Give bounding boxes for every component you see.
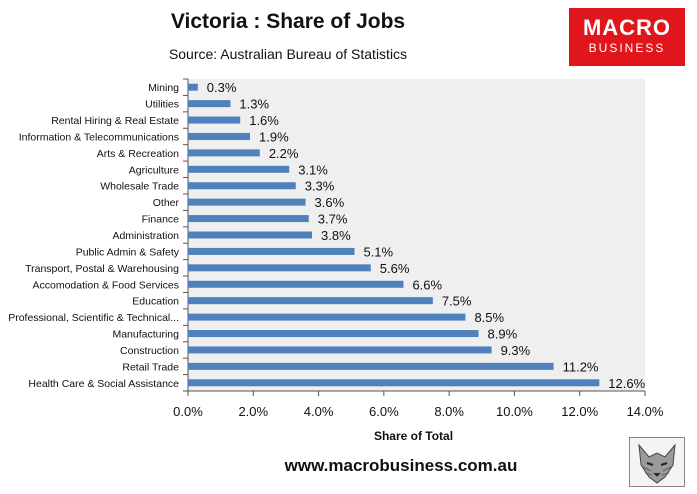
category-label: Transport, Postal & Warehousing — [25, 263, 179, 275]
data-label: 11.2% — [563, 359, 599, 374]
data-label: 9.3% — [501, 343, 531, 358]
bar — [188, 100, 231, 108]
website-footer: www.macrobusiness.com.au — [284, 456, 518, 475]
bar — [188, 247, 355, 255]
data-label: 3.3% — [305, 179, 335, 194]
bar — [188, 198, 306, 206]
bar — [188, 280, 404, 288]
data-label: 12.6% — [608, 376, 645, 391]
data-label: 3.6% — [315, 195, 345, 210]
bar — [188, 330, 479, 338]
data-label: 1.9% — [259, 129, 289, 144]
wolf-icon — [629, 437, 685, 487]
category-label: Administration — [112, 230, 179, 242]
category-label: Construction — [120, 345, 179, 357]
x-tick-label: 4.0% — [304, 404, 334, 419]
bar — [188, 231, 313, 239]
bar — [188, 313, 466, 321]
chart-title: Victoria : Share of Jobs — [170, 10, 406, 33]
bar — [188, 132, 251, 140]
data-label: 3.1% — [298, 162, 328, 177]
category-label: Mining — [148, 82, 179, 94]
bar — [188, 165, 290, 173]
bar — [188, 182, 296, 190]
data-label: 8.5% — [474, 310, 504, 325]
x-axis-title: Share of Total — [374, 429, 453, 443]
category-label: Accomodation & Food Services — [33, 279, 180, 291]
category-label: Arts & Recreation — [97, 148, 179, 160]
category-label: Other — [153, 197, 180, 209]
data-label: 6.6% — [412, 277, 442, 292]
bar — [188, 116, 241, 124]
macrobusiness-logo: MACRO BUSINESS — [569, 8, 685, 66]
bar — [188, 83, 198, 91]
category-label: Retail Trade — [122, 361, 179, 373]
data-label: 5.6% — [380, 261, 410, 276]
data-label: 1.6% — [249, 113, 279, 128]
bar — [188, 362, 554, 370]
data-label: 5.1% — [363, 244, 393, 259]
x-tick-label: 0.0% — [173, 404, 203, 419]
data-label: 1.3% — [239, 97, 269, 112]
logo-line-2: BUSINESS — [588, 41, 666, 55]
bar — [188, 379, 600, 387]
category-label: Finance — [142, 214, 180, 226]
data-label: 7.5% — [442, 294, 472, 309]
x-tick-label: 2.0% — [238, 404, 268, 419]
data-label: 8.9% — [488, 327, 518, 342]
bar — [188, 346, 492, 354]
x-tick-label: 6.0% — [369, 404, 399, 419]
category-label: Information & Telecommunications — [19, 131, 179, 143]
category-label: Professional, Scientific & Technical... — [8, 312, 179, 324]
x-tick-label: 8.0% — [434, 404, 464, 419]
data-label: 3.8% — [321, 228, 351, 243]
bar — [188, 215, 309, 223]
bar — [188, 297, 433, 305]
category-label: Public Admin & Safety — [76, 246, 180, 258]
x-tick-label: 14.0% — [627, 404, 664, 419]
logo-line-1: MACRO — [582, 15, 672, 40]
category-label: Rental Hiring & Real Estate — [51, 115, 179, 127]
category-label: Manufacturing — [112, 329, 179, 341]
data-label: 0.3% — [207, 80, 237, 95]
category-label: Wholesale Trade — [100, 181, 179, 193]
data-label: 2.2% — [269, 146, 299, 161]
x-tick-label: 10.0% — [496, 404, 533, 419]
chart-subtitle: Source: Australian Bureau of Statistics — [168, 46, 408, 62]
category-label: Agriculture — [129, 164, 179, 176]
bar — [188, 149, 260, 157]
category-label: Utilities — [145, 99, 179, 111]
x-tick-label: 12.0% — [561, 404, 598, 419]
bar — [188, 264, 371, 272]
category-label: Education — [132, 296, 179, 308]
category-label: Health Care & Social Assistance — [28, 378, 179, 390]
data-label: 3.7% — [318, 212, 348, 227]
